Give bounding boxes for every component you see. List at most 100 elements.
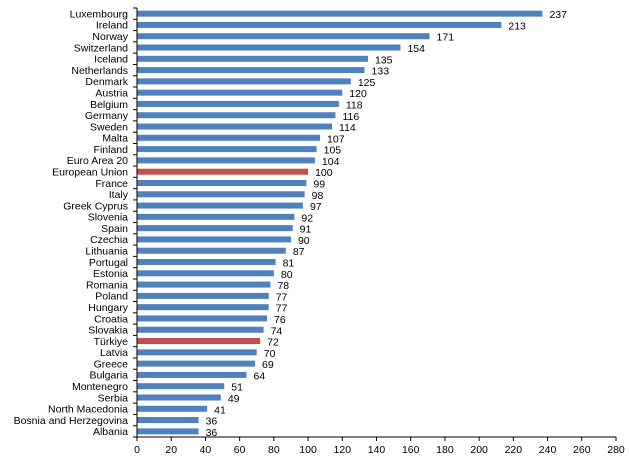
category-label: Netherlands	[71, 65, 128, 77]
bar-malta	[137, 134, 321, 141]
category-label: Bulgaria	[89, 370, 128, 382]
category-label: Türkiye	[94, 336, 129, 348]
value-label: 76	[274, 314, 286, 326]
bar-spain	[137, 225, 293, 232]
value-label: 99	[313, 178, 325, 190]
category-label: Portugal	[89, 257, 128, 269]
bar-croatia	[137, 315, 268, 322]
value-label: 107	[327, 133, 345, 145]
value-label: 70	[264, 348, 276, 360]
category-label: Romania	[86, 279, 128, 291]
category-label: Denmark	[85, 76, 128, 88]
category-label: Italy	[109, 189, 129, 201]
category-label: Czechia	[90, 234, 128, 246]
category-label: Latvia	[100, 347, 128, 359]
category-label: Bosnia and Herzegovina	[14, 415, 129, 427]
value-label: 98	[312, 190, 324, 202]
bar-slovenia	[137, 213, 295, 220]
value-label: 69	[262, 359, 274, 371]
value-label: 49	[228, 393, 240, 405]
category-label: Slovakia	[88, 325, 128, 337]
value-label: 125	[358, 77, 376, 89]
value-labels: 2372131711541351331251201181161141071051…	[206, 9, 568, 439]
value-label: 77	[276, 291, 288, 303]
category-label: European Union	[52, 167, 128, 179]
category-label: Euro Area 20	[67, 155, 128, 167]
value-label: 91	[300, 224, 312, 236]
x-tick-label: 240	[539, 444, 557, 456]
bar-albania	[137, 428, 199, 435]
bar-greek-cyprus	[137, 202, 303, 209]
category-label: Estonia	[93, 268, 128, 280]
bar-germany	[137, 112, 336, 119]
bar-serbia	[137, 394, 221, 401]
value-label: 171	[437, 32, 455, 44]
bar-norway	[137, 33, 430, 40]
bar-t-rkiye	[137, 338, 261, 345]
bar-italy	[137, 191, 305, 198]
bar-bulgaria	[137, 371, 247, 378]
x-tick-label: 120	[334, 444, 352, 456]
category-label: Lithuania	[85, 246, 128, 258]
x-tick-label: 220	[505, 444, 523, 456]
category-label: Sweden	[90, 121, 128, 133]
category-label: Albania	[93, 426, 128, 438]
value-label: 36	[206, 416, 218, 428]
value-label: 104	[322, 156, 340, 168]
category-label: Switzerland	[74, 42, 128, 54]
value-label: 100	[315, 167, 333, 179]
value-label: 92	[301, 212, 313, 224]
bar-north-macedonia	[137, 405, 208, 412]
bar-european-union	[137, 168, 309, 175]
x-tick-label: 0	[134, 444, 140, 456]
bar-france	[137, 179, 307, 186]
bar-czechia	[137, 236, 291, 243]
value-label: 114	[339, 122, 356, 134]
x-tick-label: 260	[573, 444, 591, 456]
x-tick-label: 160	[402, 444, 420, 456]
category-label: Serbia	[98, 392, 129, 404]
value-label: 64	[253, 370, 265, 382]
category-label: Hungary	[88, 302, 128, 314]
bar-denmark	[137, 78, 351, 85]
category-label: Spain	[101, 223, 128, 235]
value-label: 36	[206, 427, 218, 439]
value-label: 116	[342, 111, 359, 123]
value-label: 77	[276, 303, 288, 315]
category-label: Croatia	[94, 313, 128, 325]
value-label: 81	[283, 258, 295, 270]
bar-portugal	[137, 259, 276, 266]
value-label: 135	[375, 54, 393, 66]
bar-poland	[137, 292, 269, 299]
x-tick-label: 140	[368, 444, 386, 456]
bar-switzerland	[137, 44, 401, 51]
x-tick-label: 80	[268, 444, 280, 456]
category-label: Ireland	[96, 20, 128, 32]
category-label: Germany	[85, 110, 129, 122]
category-label: Iceland	[94, 54, 128, 66]
category-label: Malta	[102, 133, 128, 145]
value-label: 120	[349, 88, 367, 100]
category-label: Norway	[92, 31, 128, 43]
value-label: 213	[508, 20, 526, 32]
bar-luxembourg	[137, 10, 543, 17]
bar-montenegro	[137, 383, 225, 390]
x-tick-label: 20	[165, 444, 177, 456]
bars-group	[137, 10, 543, 435]
x-tick-label: 40	[200, 444, 212, 456]
x-tick-label: 60	[234, 444, 246, 456]
axes: 0 20 40 60 80 100 120 140 160 180 200 220 240 260 280	[133, 7, 625, 456]
bar-bosnia-and-herzegovina	[137, 417, 199, 424]
x-tick-label: 280	[607, 444, 625, 456]
value-label: 97	[310, 201, 322, 213]
category-label: Luxembourg	[70, 8, 129, 20]
bar-romania	[137, 281, 271, 288]
bar-netherlands	[137, 67, 365, 74]
category-label: Poland	[95, 291, 128, 303]
value-label: 78	[277, 280, 289, 292]
bar-slovakia	[137, 326, 264, 333]
value-label: 74	[271, 325, 283, 337]
category-label: Belgium	[90, 99, 128, 111]
bar-belgium	[137, 100, 339, 107]
category-label: Austria	[95, 87, 128, 99]
